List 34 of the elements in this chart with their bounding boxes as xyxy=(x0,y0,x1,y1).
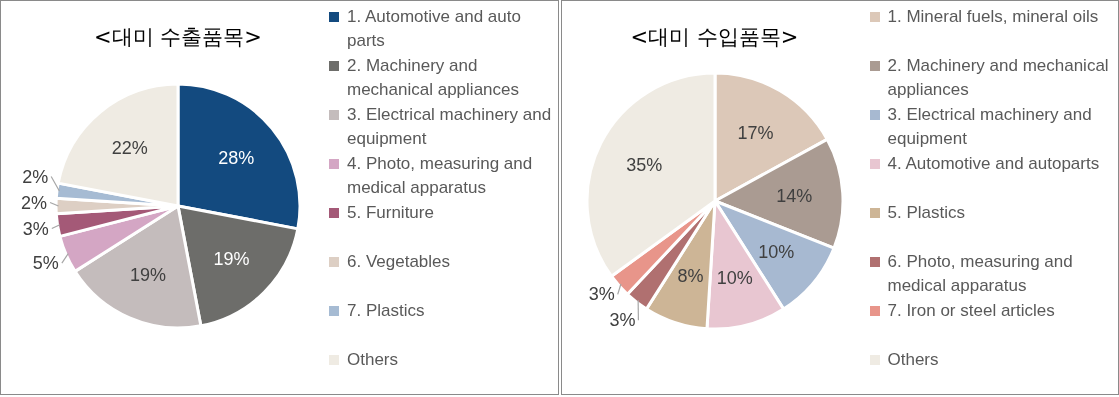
legend-label: 2. Machinery and mechanical appliances xyxy=(887,56,1109,99)
legend-label: Others xyxy=(347,350,399,369)
legend-label: 5. Plastics xyxy=(887,203,965,222)
legend-label: 6. Vegetables xyxy=(347,252,451,271)
data-label: 3% xyxy=(22,218,49,239)
data-label: 17% xyxy=(736,122,773,143)
data-label: 14% xyxy=(775,186,812,207)
text: <대미 수입품목> xyxy=(629,24,800,51)
legend-label: 7. Iron or steel articles xyxy=(887,301,1055,320)
data-label: 19% xyxy=(129,265,166,286)
data-label: 3% xyxy=(608,310,635,331)
data-label: 22% xyxy=(111,137,148,158)
legend-label: Others xyxy=(887,350,939,369)
legend-label: 3. Electrical machinery and equipment xyxy=(887,105,1092,148)
data-label: 10% xyxy=(757,241,794,262)
legend-label: 5. Furniture xyxy=(347,203,434,222)
data-label: 3% xyxy=(588,284,615,305)
data-label: 5% xyxy=(32,253,59,274)
legend-label: 4. Automotive and autoparts xyxy=(887,154,1100,173)
data-label: 19% xyxy=(213,249,250,270)
data-label: 2% xyxy=(22,166,49,187)
data-label: 35% xyxy=(625,154,662,175)
data-label: 8% xyxy=(676,266,703,287)
data-label: 2% xyxy=(21,192,48,213)
legend-label: 4. Photo, measuring and medical apparatus xyxy=(347,154,533,197)
legend-label: 1. Mineral fuels, mineral oils xyxy=(887,7,1099,26)
legend-label: 6. Photo, measuring and medical apparatus xyxy=(887,252,1073,295)
legend-label: 2. Machinery and mechanical appliances xyxy=(347,56,519,99)
legend-label: 1. Automotive and auto parts xyxy=(347,7,521,50)
data-label: 10% xyxy=(716,267,753,288)
legend-label: 3. Electrical machinery and equipment xyxy=(347,105,552,148)
data-label: 28% xyxy=(218,147,255,168)
legend-label: 7. Plastics xyxy=(347,301,425,320)
text: <대미 수출품목> xyxy=(93,24,263,51)
